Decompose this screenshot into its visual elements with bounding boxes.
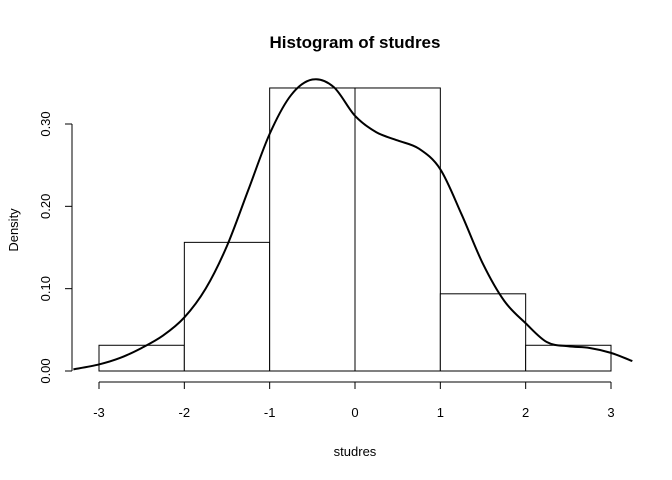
histogram-bar-2 (269, 87, 356, 372)
x-tick-label-2: -1 (264, 405, 276, 420)
y-tick-label-3: 0.30 (38, 111, 53, 136)
histogram-bars (98, 87, 612, 372)
x-tick-label-1: -2 (179, 405, 191, 420)
y-tick-label-2: 0.20 (38, 194, 53, 219)
histogram-bar-0 (98, 344, 185, 372)
x-tick-label-3: 0 (351, 405, 358, 420)
histogram-bar-3 (354, 87, 441, 372)
density-curve (73, 78, 633, 371)
histogram-bar-4 (439, 293, 527, 372)
x-tick-label-0: -3 (93, 405, 105, 420)
x-axis-label: studres (334, 444, 377, 459)
histogram-bar-1 (183, 241, 271, 372)
x-axis: -3 -2 -1 0 1 2 3 (93, 381, 615, 420)
y-tick-label-0: 0.00 (38, 358, 53, 383)
y-tick-label-1: 0.10 (38, 276, 53, 301)
x-tick-label-4: 1 (437, 405, 444, 420)
y-axis: 0.00 0.10 0.20 0.30 (38, 111, 73, 384)
x-tick-label-5: 2 (522, 405, 529, 420)
chart-title: Histogram of studres (270, 33, 441, 52)
y-axis-label: Density (6, 208, 21, 252)
x-tick-label-6: 3 (607, 405, 614, 420)
